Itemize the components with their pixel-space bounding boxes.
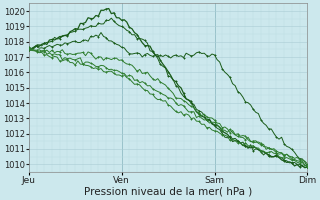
X-axis label: Pression niveau de la mer( hPa ): Pression niveau de la mer( hPa ) <box>84 187 252 197</box>
